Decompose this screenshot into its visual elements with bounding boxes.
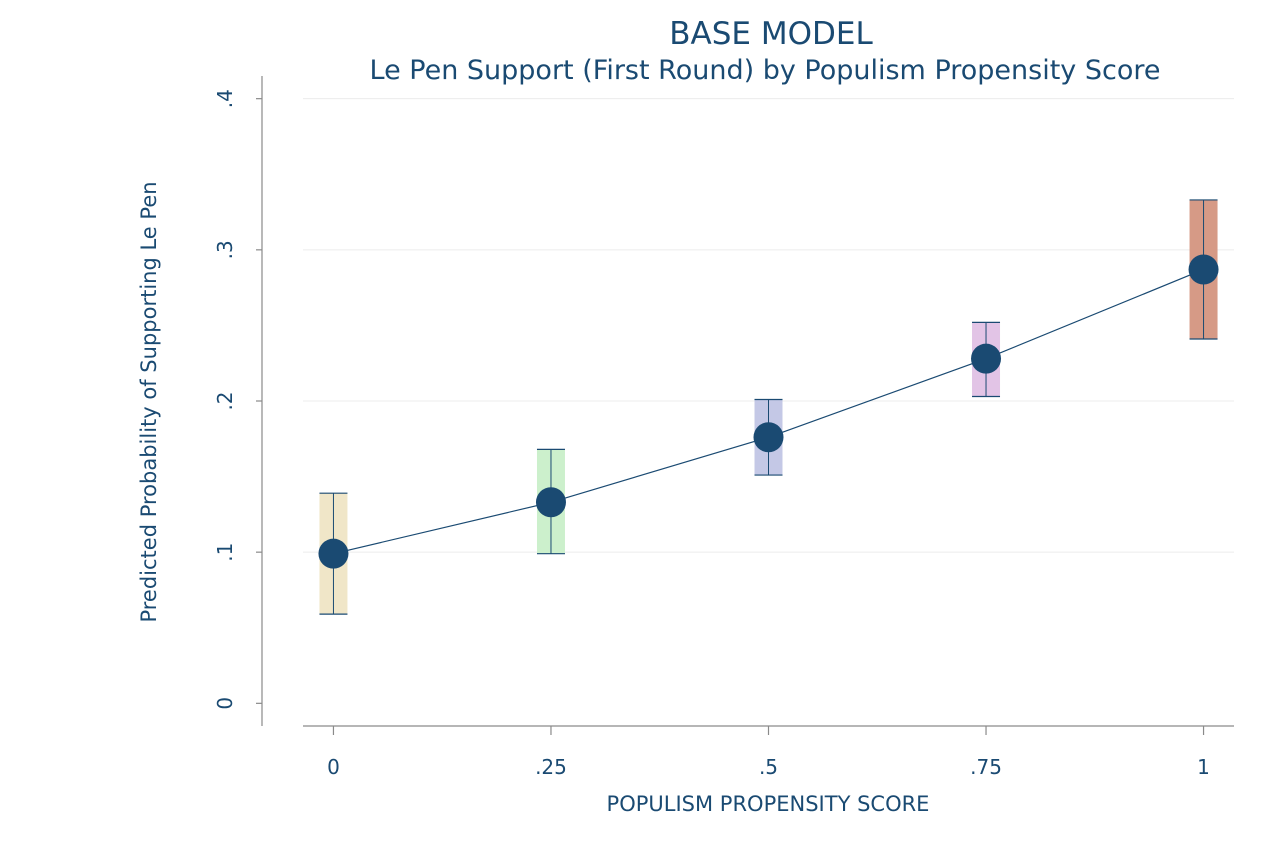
data-point — [1188, 254, 1219, 285]
y-tick-label: 0 — [213, 697, 237, 710]
data-point — [318, 538, 349, 569]
y-tick-label: .3 — [213, 240, 237, 259]
y-axis-label: Predicted Probability of Supporting Le P… — [137, 181, 161, 622]
x-axis-ticks: 0 .25 .5 .75 1 — [327, 726, 1210, 779]
y-tick-label: .4 — [213, 89, 237, 108]
data-point — [971, 343, 1002, 374]
x-tick-label: .75 — [970, 755, 1002, 779]
chart-subtitle: Le Pen Support (First Round) by Populism… — [370, 55, 1161, 86]
x-tick-label: 0 — [327, 755, 340, 779]
x-tick-label: .25 — [535, 755, 567, 779]
data-point — [753, 422, 784, 453]
y-tick-label: .1 — [213, 543, 237, 562]
y-axis-ticks: 0 .1 .2 .3 .4 — [213, 89, 262, 710]
x-tick-label: .5 — [759, 755, 778, 779]
x-tick-label: 1 — [1197, 755, 1210, 779]
data-point — [535, 487, 566, 518]
grid-lines — [303, 98, 1234, 553]
data-points — [318, 254, 1219, 569]
y-tick-label: .2 — [213, 391, 237, 410]
x-axis-label: POPULISM PROPENSITY SCORE — [607, 792, 930, 816]
chart-title: BASE MODEL — [669, 16, 873, 52]
